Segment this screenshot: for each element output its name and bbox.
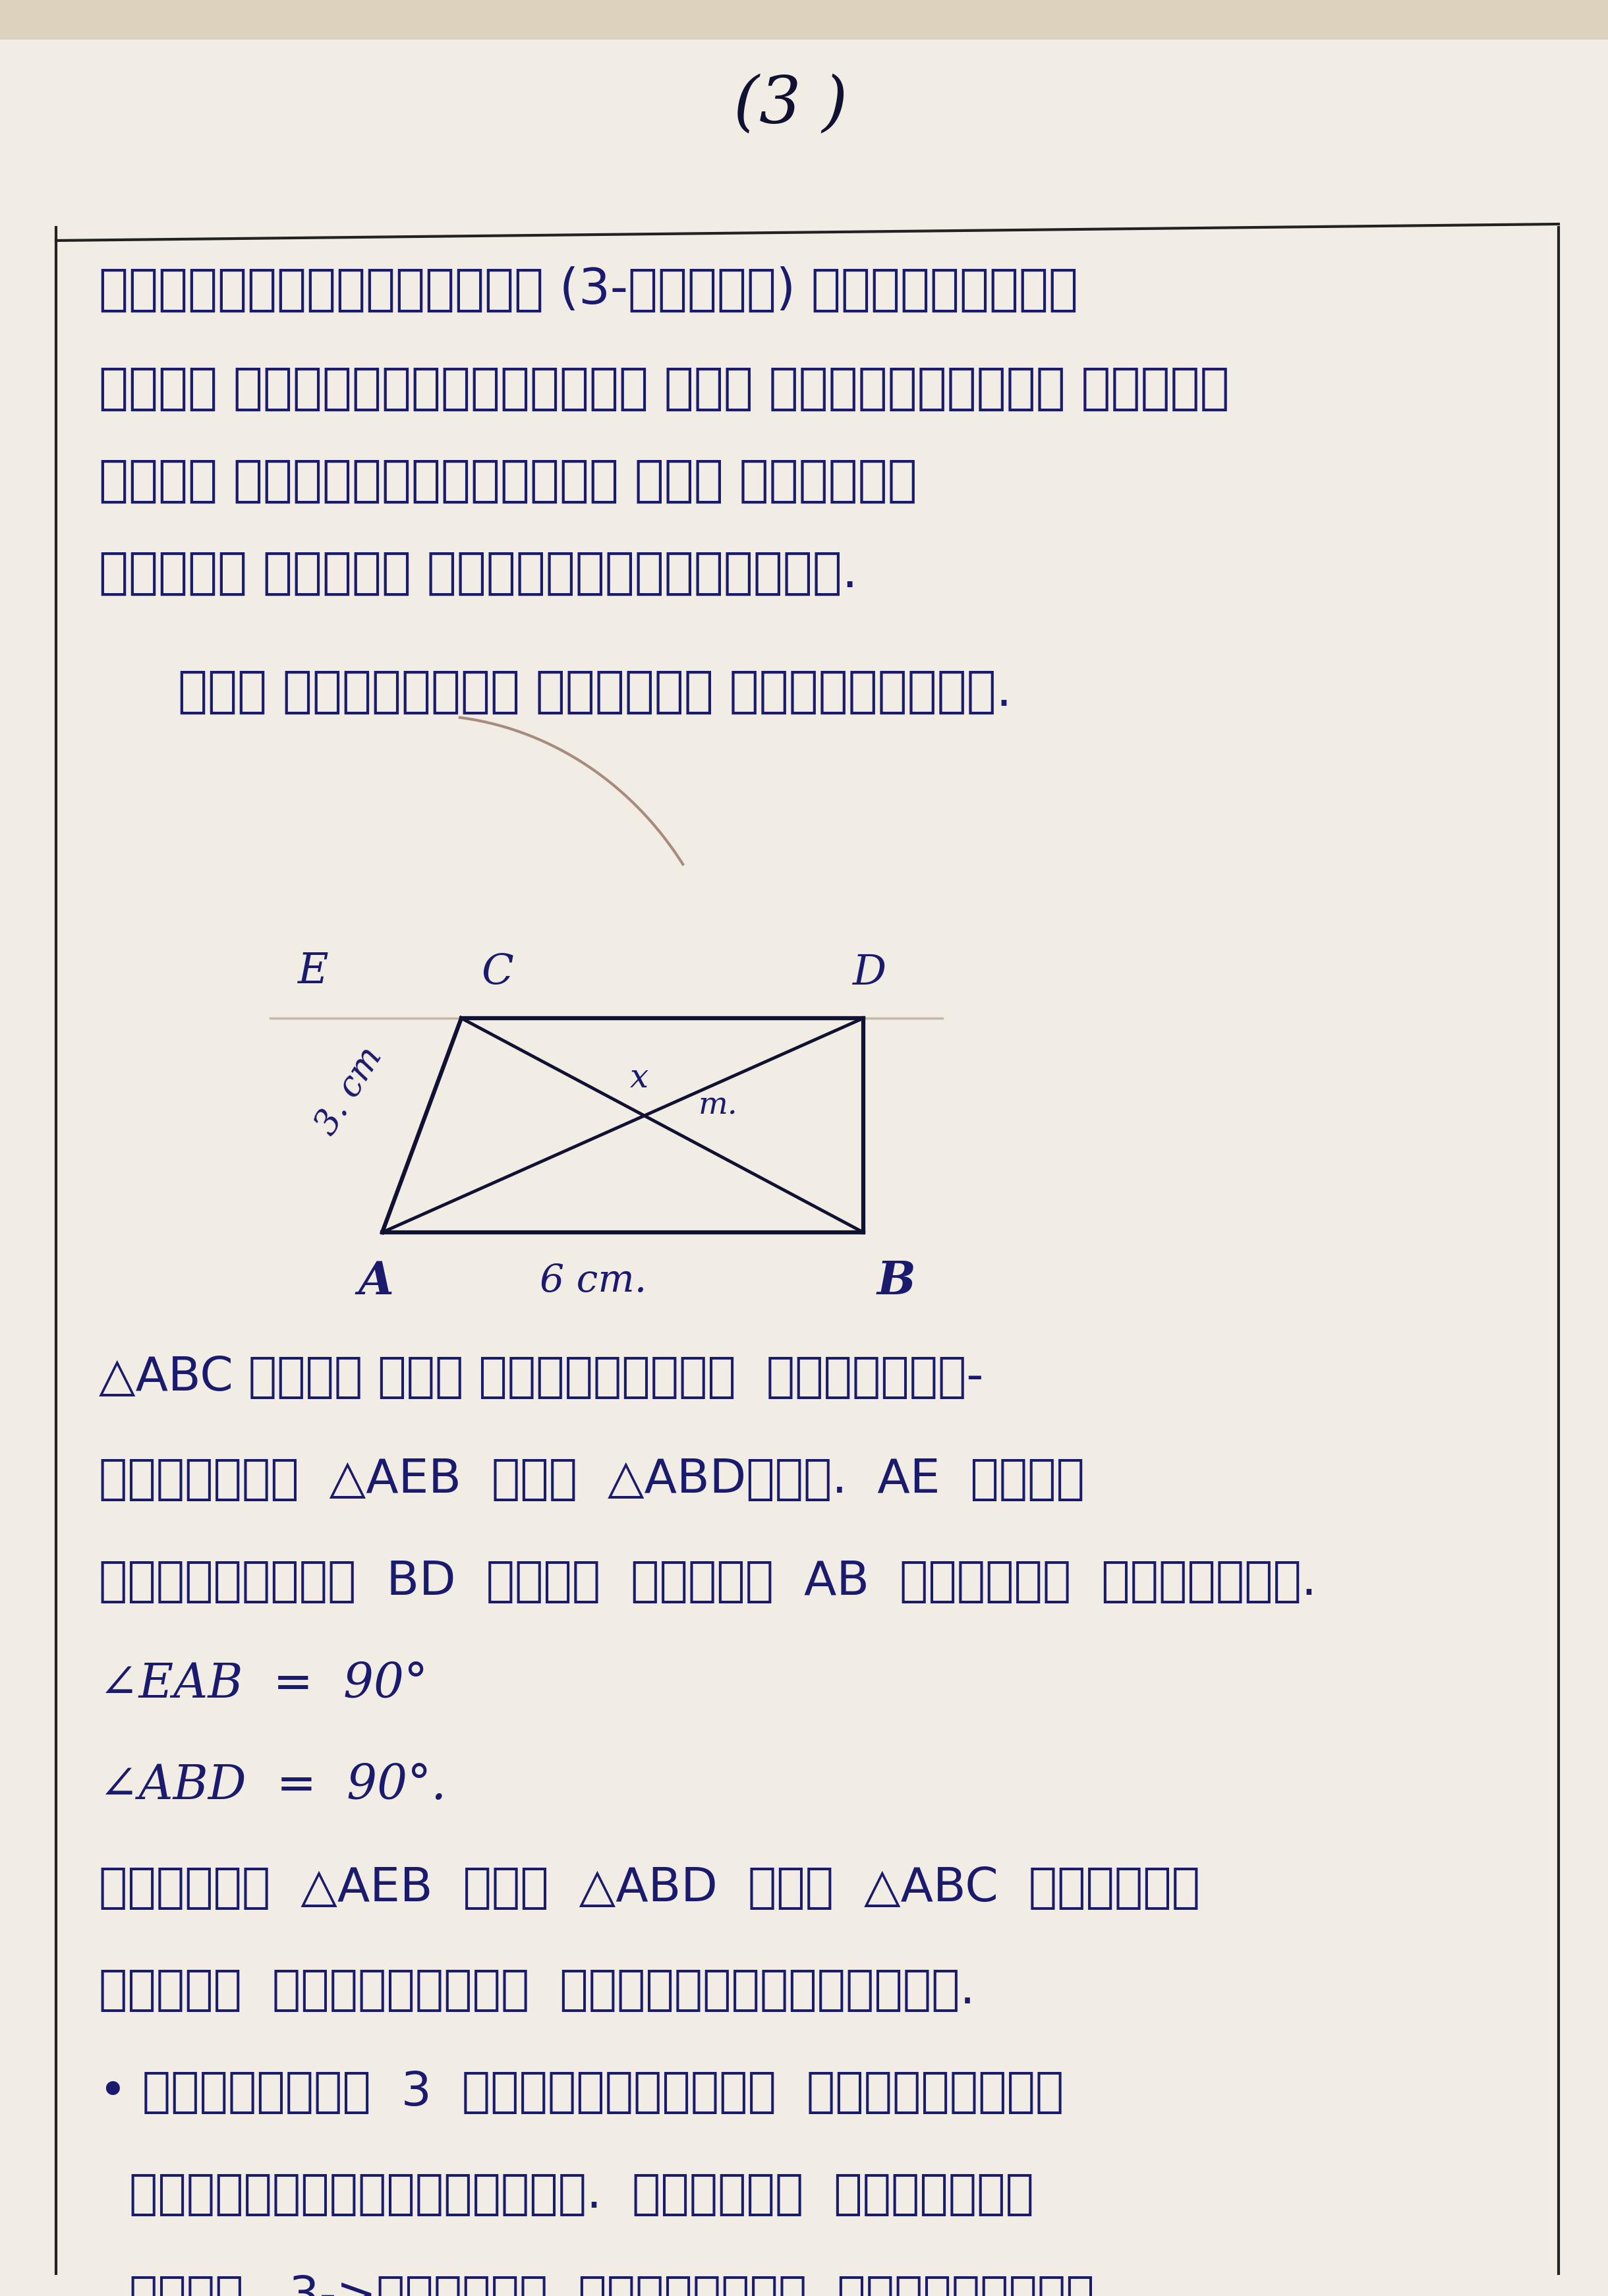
Text: വശത്തിലും  BD  എന്ന  വശവും  AB  യ്ക്ക്  ലംബമാണ്.: വശത്തിലും BD എന്ന വശവും AB യ്ക്ക് ലംബമാണ… <box>98 1559 1317 1605</box>
Bar <box>0 0 1608 39</box>
Text: D: D <box>852 953 886 994</box>
Text: അതിനാൽ  △AEB  യും  △ABD  യും  △ABC  യ്ക്ക്: അതിനാൽ △AEB യും △ABD യും △ABC യ്ക്ക് <box>98 1864 1200 1910</box>
Text: ഇനി നമ്മക്ക് ചിത്രം വരയ്ക്കാം.: ഇനി നമ്മക്ക് ചിത്രം വരയ്ക്കാം. <box>178 668 1011 716</box>
Text: x: x <box>630 1063 648 1095</box>
Text: വുള്ള ഒട്ടു ത്രികോണങ്ങളായി.: വുള്ള ഒട്ടു ത്രികോണങ്ങളായി. <box>98 549 857 597</box>
Text: B: B <box>876 1261 915 1304</box>
Text: ∠ABD  =  90°.: ∠ABD = 90°. <box>98 1763 447 1809</box>
Text: ങ്ങളാണ്  △AEB  യും  △ABDയും.  AE  എന്ന: ങ്ങളാണ് △AEB യും △ABDയും. AE എന്ന <box>98 1456 1085 1502</box>
Text: • ചോദിച്ചി  3  ത്രികോണങ്ങൾ  വരയ്ക്കാൻ: • ചോദിച്ചി 3 ത്രികോണങ്ങൾ വരയ്ക്കാൻ <box>98 2069 1064 2115</box>
Text: 3. cm: 3. cm <box>309 1040 389 1141</box>
Text: പറഞ്ഞിരിക്കുന്നു.  ഇപ്പോൾ  രണ്ടാണ്: പറഞ്ഞിരിക്കുന്നു. ഇപ്പോൾ രണ്ടാണ് <box>98 2172 1034 2218</box>
Text: വഹ്ച ത്രികോണത്തിന്‍ അതേ പരപ്പ്: വഹ്ച ത്രികോണത്തിന്‍ അതേ പരപ്പ് <box>98 457 917 505</box>
Text: A: A <box>359 1261 394 1304</box>
Text: ∠EAB  =  90°: ∠EAB = 90° <box>98 1660 428 1706</box>
Text: വില്‍നിന്നുതന്നെ (3-ാംഘ്ര) പാഠത്തിന്‍: വില്‍നിന്നുതന്നെ (3-ാംഘ്ര) പാഠത്തിന്‍ <box>98 266 1077 315</box>
Text: മായി.  3->മാനത്ത  ത്രികോണം  വരയ്ക്കാൻ: മായി. 3->മാനത്ത ത്രികോണം വരയ്ക്കാൻ <box>98 2273 1095 2296</box>
Text: (3 ): (3 ) <box>733 73 847 138</box>
Text: m.: m. <box>698 1091 738 1120</box>
Text: ആദ്യ അദ്ധ്യായത്തില്‍ ഒരു വരയ്ക്കാല്‍ അറ്റം: ആദ്യ അദ്ധ്യായത്തില്‍ ഒരു വരയ്ക്കാല്‍ അറ്… <box>98 365 1230 413</box>
Text: E: E <box>297 953 328 992</box>
Text: തുല്യ  പരപ്പ്ള്ള  ത്രികോണങ്ങളാണ്.: തുല്യ പരപ്പ്ള്ള ത്രികോണങ്ങളാണ്. <box>98 1968 974 2014</box>
Text: 6 cm.: 6 cm. <box>540 1263 646 1300</box>
Text: △ABC യുടെ അതേ പരപ്പ്ള്ള  ത്രികോണ‍-: △ABC യുടെ അതേ പരപ്പ്ള്ള ത്രികോണ‍- <box>98 1355 984 1401</box>
Text: C: C <box>481 953 513 994</box>
